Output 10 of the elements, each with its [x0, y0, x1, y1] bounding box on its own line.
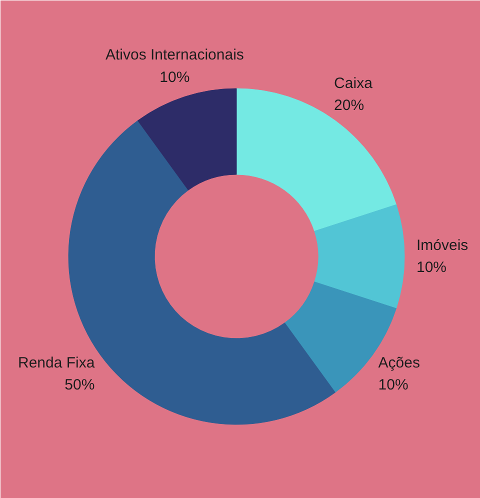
data-label: 20% — [334, 97, 364, 114]
data-label: 10% — [160, 68, 190, 86]
slice-label: Imóveis — [416, 236, 468, 254]
slice-label: Ativos Internacionais — [105, 46, 244, 64]
data-label: 50% — [64, 376, 95, 394]
data-label: 10% — [378, 376, 408, 394]
data-label: 10% — [416, 259, 447, 276]
slice-label: Ações — [378, 354, 420, 372]
slice-label: Renda Fixa — [18, 354, 96, 372]
slice-label: Caixa — [334, 75, 374, 92]
